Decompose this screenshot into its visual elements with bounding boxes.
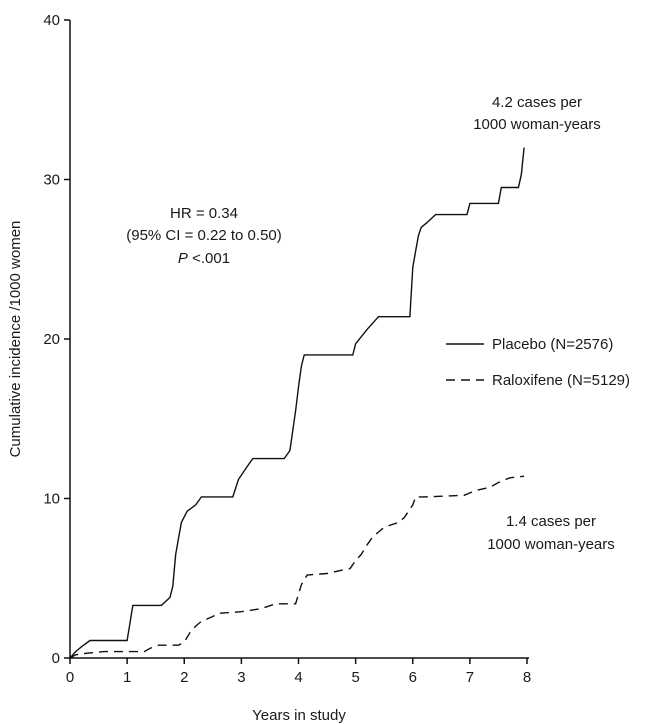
raloxifene-rate-line2: 1000 woman-years xyxy=(487,536,615,553)
series-line-placebo xyxy=(69,147,525,659)
x-tick-label: 3 xyxy=(237,669,245,686)
p-value-text: <.001 xyxy=(188,250,230,267)
y-tick-label: 20 xyxy=(43,331,60,348)
x-tick-label: 7 xyxy=(466,669,474,686)
x-tick-label: 1 xyxy=(123,669,131,686)
hr-annotation-line3: P <.001 xyxy=(178,250,230,267)
y-tick-label: 10 xyxy=(43,491,60,508)
y-tick-label: 30 xyxy=(43,172,60,189)
x-axis-title: Years in study xyxy=(252,707,346,724)
x-tick-label: 5 xyxy=(351,669,359,686)
legend-label-placebo: Placebo (N=2576) xyxy=(492,336,613,353)
series-line-raloxifene xyxy=(69,475,525,659)
y-ticks: 0 10 20 30 40 xyxy=(43,12,70,667)
x-ticks: 0 1 2 3 4 5 6 7 8 xyxy=(66,658,531,686)
placebo-rate-line1: 4.2 cases per xyxy=(492,94,582,111)
raloxifene-rate-line1: 1.4 cases per xyxy=(506,513,596,530)
legend-label-raloxifene: Raloxifene (N=5129) xyxy=(492,372,630,389)
legend: Placebo (N=2576) Raloxifene (N=5129) xyxy=(446,336,630,389)
x-tick-label: 4 xyxy=(294,669,302,686)
series-group xyxy=(69,147,525,659)
placebo-rate-line2: 1000 woman-years xyxy=(473,116,601,133)
p-value-label: P xyxy=(178,250,188,267)
x-tick-label: 2 xyxy=(180,669,188,686)
x-tick-label: 0 xyxy=(66,669,74,686)
y-axis-title: Cumulative incidence /1000 women xyxy=(7,221,24,458)
hr-annotation-line1: HR = 0.34 xyxy=(170,205,238,222)
y-tick-label: 0 xyxy=(52,650,60,667)
y-tick-label: 40 xyxy=(43,12,60,29)
x-tick-label: 6 xyxy=(409,669,417,686)
hr-annotation-line2: (95% CI = 0.22 to 0.50) xyxy=(126,227,282,244)
x-tick-label: 8 xyxy=(523,669,531,686)
